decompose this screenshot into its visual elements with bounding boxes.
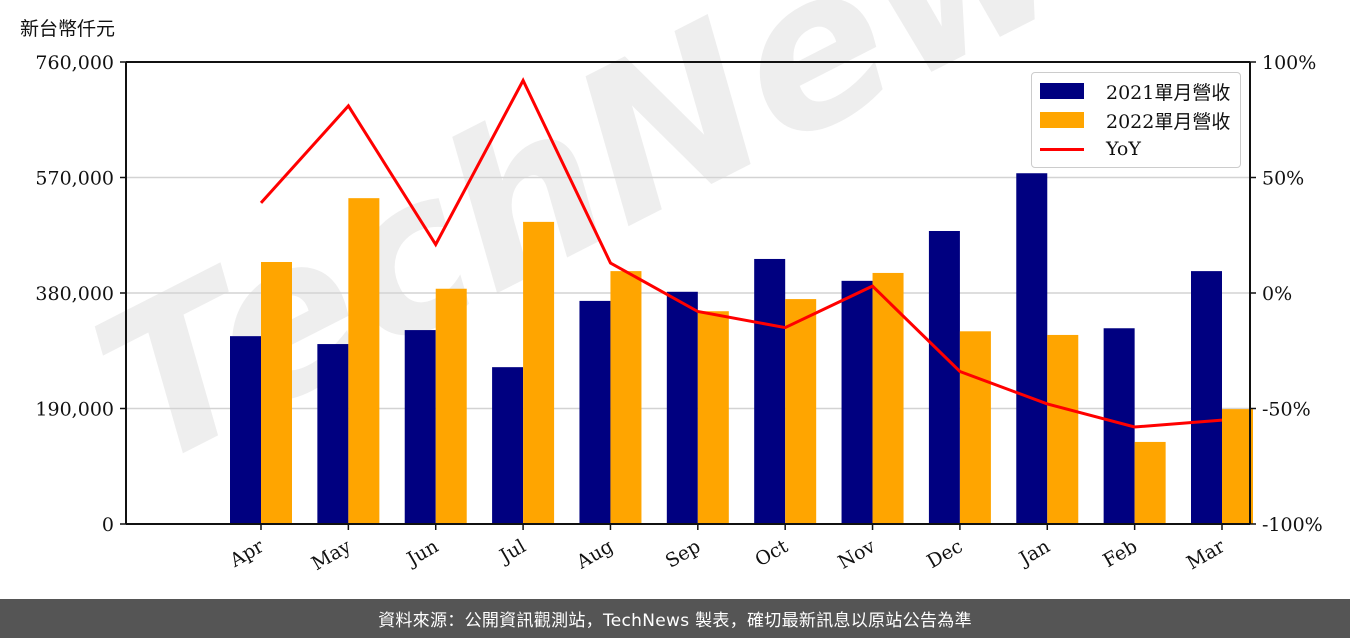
bar-2022-aug [610, 271, 642, 524]
legend-item-2021: 2021單月營收 [1040, 79, 1231, 104]
bar-2022-mar [1222, 409, 1253, 524]
legend-item-2022: 2022單月營收 [1040, 108, 1231, 133]
bar-2021-dec [928, 230, 960, 524]
x-tick-label-sep: Sep [662, 535, 705, 572]
yoy-line [259, 77, 1223, 429]
bar-2022-may [348, 198, 380, 524]
bar-2022-jun [435, 288, 467, 524]
left-tick-label: 190,000 [35, 399, 114, 421]
left-tick-label: 380,000 [35, 283, 114, 305]
x-tick-label-apr: Apr [225, 535, 268, 572]
left-tick-label: 570,000 [35, 168, 114, 190]
bar-2021-may [317, 344, 349, 524]
bar-2021-apr [230, 336, 261, 524]
x-tick-label-may: May [308, 535, 355, 575]
bar-2021-jul [492, 367, 524, 524]
right-tick-label: 100% [1262, 52, 1316, 74]
bar-2022-jul [523, 221, 555, 524]
x-tick-label-jun: Jun [402, 535, 443, 571]
yoy-line-series [259, 77, 1223, 429]
legend-swatch-2022 [1040, 112, 1084, 128]
bar-2022-apr [261, 261, 292, 524]
legend-label-yoy: YoY [1106, 138, 1141, 160]
x-tick-label-aug: Aug [572, 535, 617, 574]
bar-2021-mar [1191, 271, 1222, 524]
x-tick-label-feb: Feb [1099, 535, 1141, 572]
legend-label-2021: 2021單月營收 [1106, 81, 1231, 104]
bar-2021-aug [579, 300, 611, 524]
bar-2022-jan [1047, 334, 1079, 524]
right-tick-label: -50% [1262, 399, 1311, 421]
bar-2021-sep [666, 291, 698, 524]
right-tick-label: 50% [1262, 168, 1304, 190]
bar-2022-sep [697, 311, 729, 524]
x-tick-label-mar: Mar [1183, 535, 1229, 574]
left-tick-label: 0 [102, 514, 114, 536]
legend-swatch-2021 [1040, 83, 1084, 99]
x-tick-label-nov: Nov [834, 535, 879, 574]
x-tick-label-dec: Dec [923, 535, 966, 573]
bar-2021-jun [404, 330, 436, 524]
bar-2021-oct [754, 258, 786, 524]
legend-item-yoy: YoY [1040, 137, 1141, 161]
bar-2022-dec [959, 331, 991, 524]
bar-2021-nov [841, 280, 873, 524]
bar-series [230, 173, 1253, 524]
bar-2022-nov [872, 272, 904, 524]
chart-legend: 2021單月營收 2022單月營收 YoY [1031, 72, 1241, 168]
right-tick-label: -100% [1262, 514, 1323, 536]
bar-2022-oct [785, 299, 817, 524]
left-tick-label: 760,000 [35, 52, 114, 74]
x-tick-label-oct: Oct [751, 535, 792, 571]
bar-2022-feb [1134, 441, 1166, 524]
source-footer: 資料來源：公開資訊觀測站，TechNews 製表，確切最新訊息以原站公告為準 [0, 599, 1350, 638]
x-tick-label-jan: Jan [1014, 535, 1054, 571]
right-tick-label: 0% [1262, 283, 1292, 305]
x-tick-label-jul: Jul [494, 535, 529, 568]
legend-line-yoy [1040, 147, 1084, 151]
chart-canvas: TechNews 0190,000380,000570,000760,000-1… [35, 0, 1323, 575]
legend-label-2022: 2022單月營收 [1106, 110, 1231, 133]
bar-2021-jan [1016, 173, 1048, 524]
y-axis-unit-label: 新台幣仟元 [20, 18, 116, 40]
